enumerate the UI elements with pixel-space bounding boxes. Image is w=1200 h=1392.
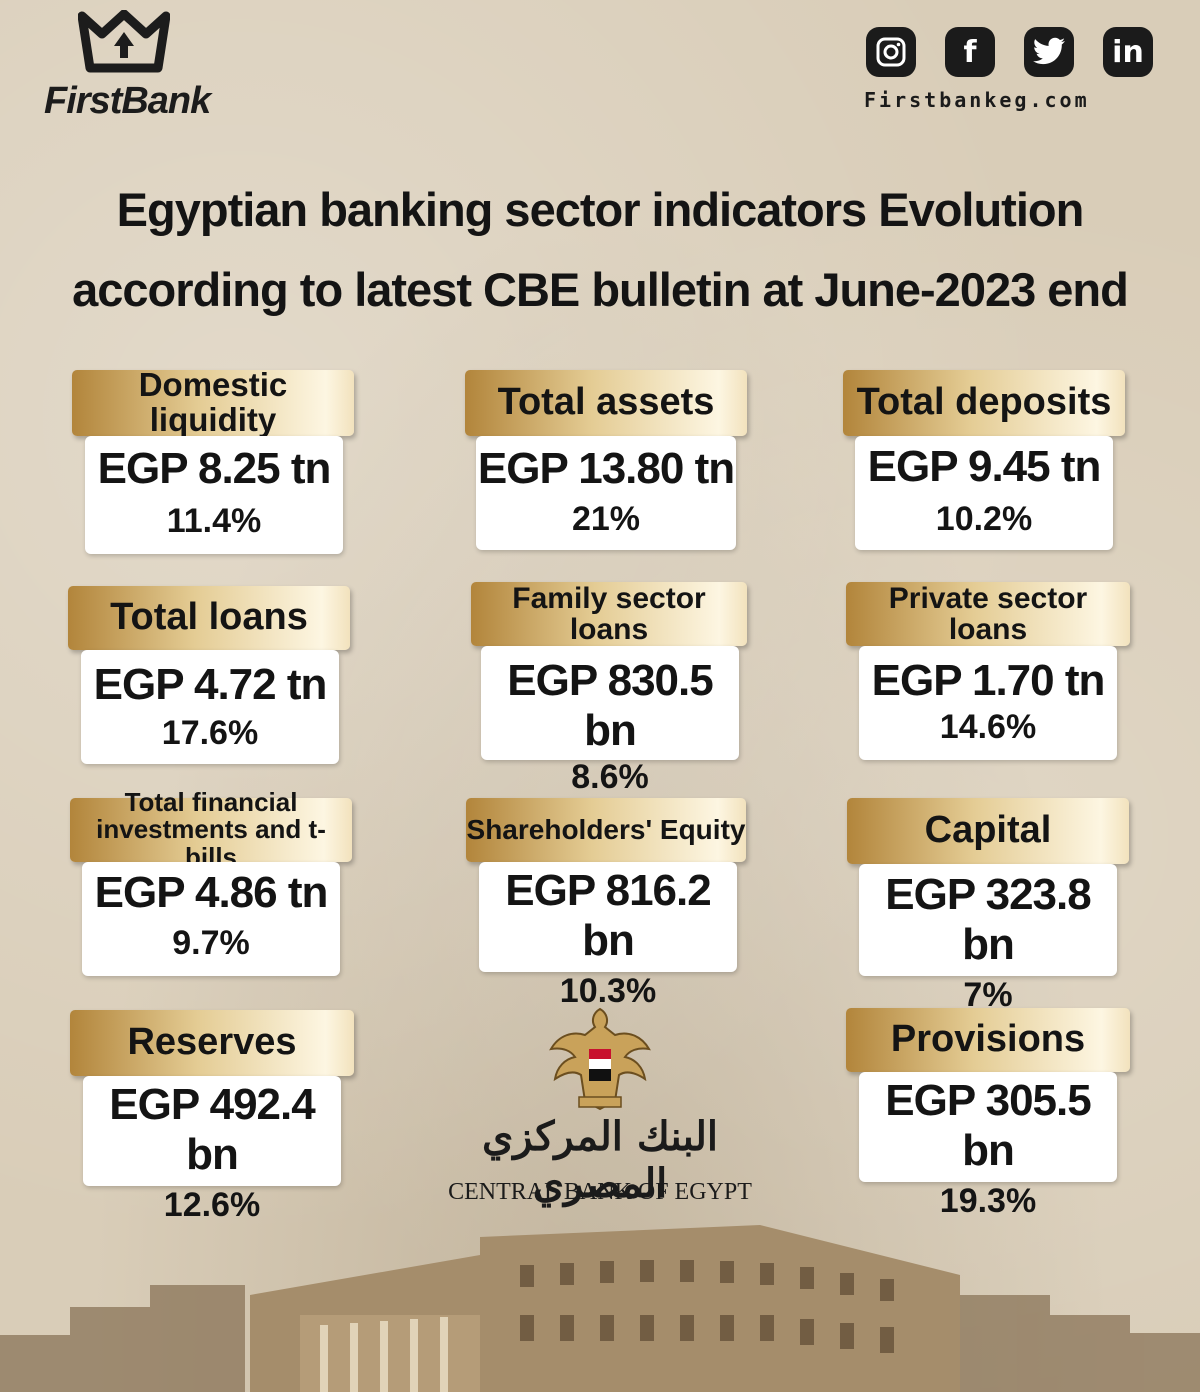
indicator-change: 11.4%: [166, 502, 262, 540]
indicator-values: EGP 1.70 tn 14.6%: [859, 646, 1117, 760]
indicator-change: 21%: [571, 500, 641, 538]
indicator-label: Total financial investments and t-bills: [70, 788, 352, 870]
cbe-english-name: CENTRAL BANK OF EGYPT: [448, 1179, 752, 1205]
indicator-value: EGP 816.2 bn: [505, 866, 711, 965]
indicator-label: Reserves: [70, 1010, 354, 1076]
indicator-label: Total deposits: [843, 370, 1125, 436]
title-line-2: according to latest CBE bulletin at June…: [72, 263, 1129, 316]
indicator-values: EGP 8.25 tn 11.4%: [85, 436, 343, 554]
indicator-value: EGP 830.5 bn: [507, 656, 713, 755]
indicator-change: 12.6%: [163, 1186, 261, 1224]
instagram-icon[interactable]: [866, 27, 916, 77]
indicator-label: Total loans: [68, 586, 350, 650]
indicator-label: Capital: [847, 798, 1129, 864]
indicator-values: EGP 492.4 bn 12.6%: [83, 1076, 341, 1224]
page-title: Egyptian banking sector indicators Evolu…: [0, 170, 1200, 330]
indicator-label: Private sector loans: [846, 582, 1130, 646]
indicator-value: EGP 4.72 tn: [93, 660, 328, 709]
indicator-label: Provisions: [846, 1008, 1130, 1072]
indicator-values: EGP 13.80 tn 21%: [476, 436, 736, 550]
indicator-values: EGP 4.72 tn 17.6%: [81, 650, 339, 764]
eagle-emblem-icon: [549, 1007, 651, 1111]
crown-icon: [78, 10, 170, 73]
indicator-change: 9.7%: [172, 924, 250, 962]
social-links: f in: [866, 27, 1153, 77]
title-line-1: Egyptian banking sector indicators Evolu…: [116, 183, 1085, 236]
indicator-value: EGP 1.70 tn: [871, 656, 1106, 705]
twitter-icon[interactable]: [1024, 27, 1074, 77]
indicator-value: EGP 8.25 tn: [97, 444, 332, 493]
cbe-arabic-name: البنك المركزي المصري: [482, 1113, 718, 1207]
indicator-values: EGP 816.2 bn 10.3%: [479, 862, 737, 1010]
indicator-label: Total assets: [465, 370, 747, 436]
indicator-change: 8.6%: [571, 758, 649, 796]
brand-name: FirstBank: [44, 80, 211, 122]
indicator-label: Domestic liquidity: [72, 368, 354, 437]
indicator-label: Shareholders' Equity: [466, 798, 746, 862]
cbe-logo: البنك المركزي المصري CENTRAL BANK OF EGY…: [440, 1005, 760, 1215]
indicator-value: EGP 4.86 tn: [94, 868, 329, 917]
indicator-change: 7%: [963, 976, 1013, 1014]
website-url[interactable]: Firstbankeg.com: [864, 88, 1090, 112]
indicator-change: 19.3%: [939, 1182, 1037, 1220]
indicator-values: EGP 9.45 tn 10.2%: [855, 436, 1113, 550]
indicator-label: Family sector loans: [471, 582, 747, 646]
indicator-values: EGP 323.8 bn 7%: [859, 864, 1117, 1014]
indicator-value: EGP 13.80 tn: [477, 444, 735, 493]
indicator-values: EGP 4.86 tn 9.7%: [82, 862, 340, 976]
firstbank-logo: FirstBank: [42, 10, 222, 122]
indicator-value: EGP 305.5 bn: [885, 1076, 1091, 1175]
indicator-change: 10.3%: [559, 972, 657, 1010]
indicator-values: EGP 305.5 bn 19.3%: [859, 1072, 1117, 1220]
linkedin-icon[interactable]: in: [1103, 27, 1153, 77]
indicator-value: EGP 9.45 tn: [867, 442, 1102, 491]
cbe-building-illustration: [0, 1225, 1200, 1392]
facebook-icon[interactable]: f: [945, 27, 995, 77]
indicator-change: 10.2%: [935, 500, 1033, 538]
indicator-value: EGP 492.4 bn: [109, 1080, 315, 1179]
indicator-value: EGP 323.8 bn: [885, 870, 1091, 969]
indicator-values: EGP 830.5 bn 8.6%: [481, 646, 739, 796]
indicator-change: 17.6%: [161, 714, 259, 752]
indicator-change: 14.6%: [939, 708, 1037, 746]
